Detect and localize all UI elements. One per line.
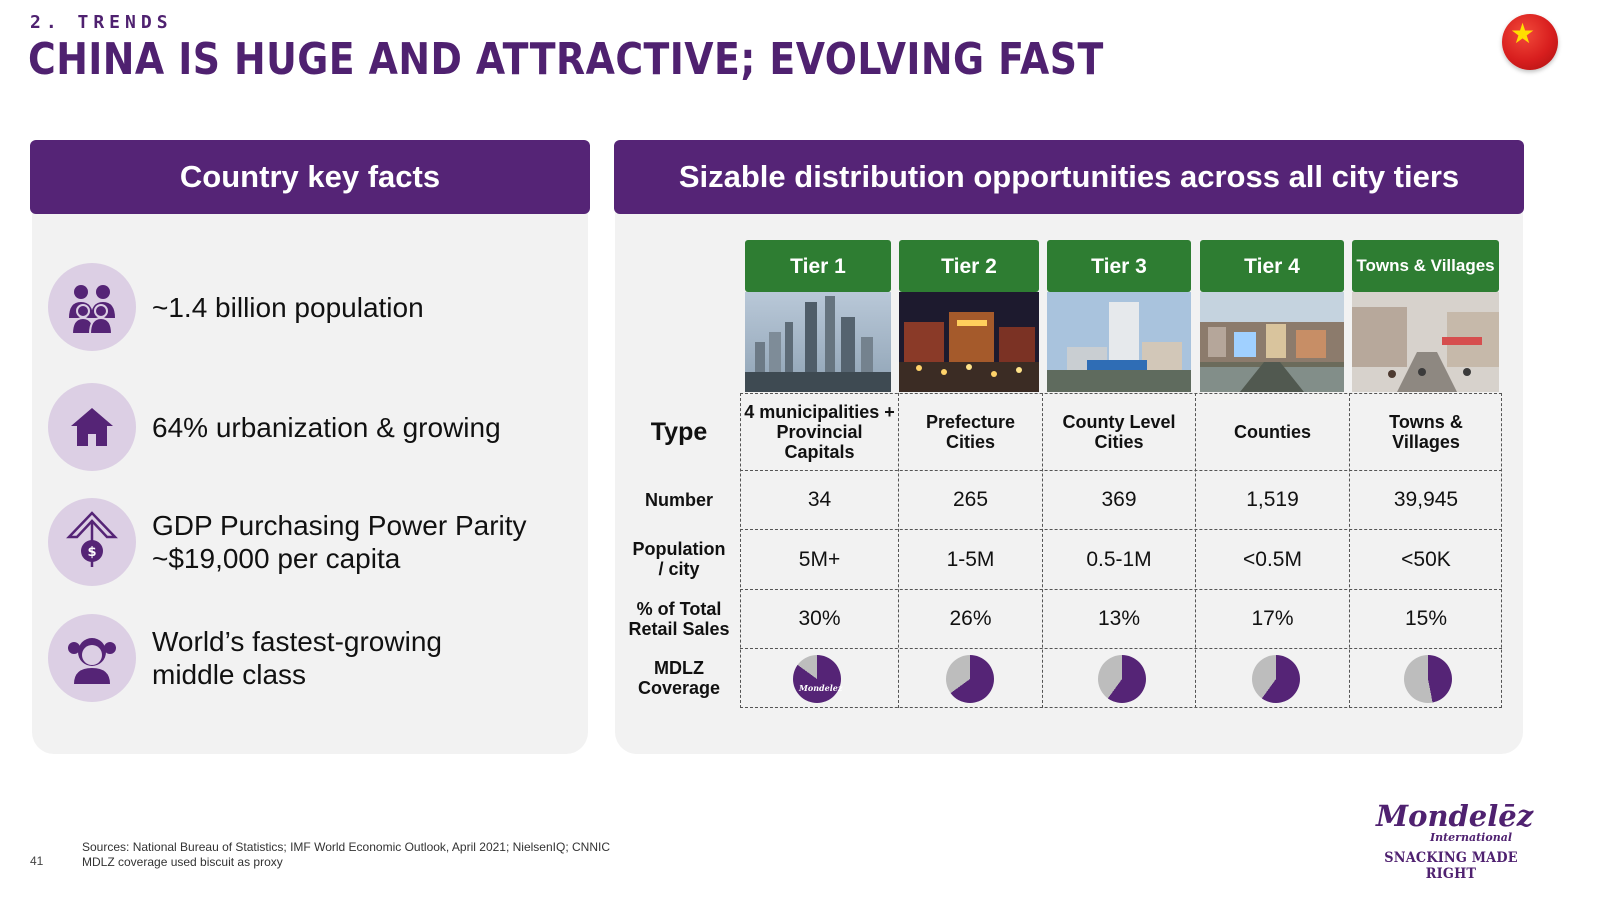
money-growth-icon: $	[48, 498, 136, 586]
china-flag-icon: ★	[1502, 14, 1558, 70]
table-cell: County Level Cities	[1062, 412, 1176, 452]
tier-3-header: Tier 3	[1047, 240, 1191, 292]
table-cell: 5M+	[798, 547, 841, 571]
table-cell: Prefecture Cities	[925, 412, 1016, 452]
table-divider	[740, 470, 1502, 471]
tier-1-header: Tier 1	[745, 240, 891, 292]
fact-gdp: $ GDP Purchasing Power Parity ~$19,000 p…	[48, 498, 532, 586]
logo-tagline: SNACKING MADE RIGHT	[1384, 850, 1518, 882]
tier-4-city-photo	[1200, 292, 1344, 392]
tier-2-header: Tier 2	[899, 240, 1039, 292]
logo-subtitle: International	[1429, 831, 1512, 844]
table-cell: 39,945	[1393, 488, 1459, 511]
table-cell: 1-5M	[946, 547, 995, 571]
tier-1-city-photo	[745, 292, 891, 392]
fact-text: 64% urbanization & growing	[152, 411, 501, 443]
towns-villages-header: Towns & Villages	[1352, 240, 1499, 292]
tier-3-city-photo	[1047, 292, 1191, 392]
row-label-type: Type	[650, 417, 708, 446]
table-cell: <50K	[1401, 547, 1451, 571]
table-cell: Counties	[1233, 422, 1311, 442]
girl-icon	[48, 614, 136, 702]
sources-line: MDLZ coverage used biscuit as proxy	[82, 855, 283, 869]
star-icon: ★	[1510, 17, 1536, 50]
coverage-pie	[1404, 655, 1452, 703]
page-title: CHINA IS HUGE AND ATTRACTIVE; EVOLVING F…	[28, 34, 1104, 85]
table-cell: <0.5M	[1243, 547, 1302, 571]
table-divider	[740, 529, 1502, 530]
sources-note: Sources: National Bureau of Statistics; …	[82, 840, 610, 870]
table-cell: 17%	[1251, 607, 1294, 630]
row-label-population: Population / city	[632, 539, 726, 579]
key-facts-header: Country key facts	[30, 140, 590, 214]
svg-text:$: $	[87, 545, 96, 560]
page-number: 41	[30, 854, 44, 868]
table-cell: 4 municipalities + Provincial Capitals	[744, 402, 895, 462]
table-cell: 34	[807, 488, 832, 511]
coverage-pie	[793, 655, 841, 703]
tiers-table	[740, 393, 1502, 708]
coverage-pie	[1252, 655, 1300, 703]
row-label-retail-sales: % of Total Retail Sales	[628, 598, 730, 639]
house-icon	[48, 383, 136, 471]
table-cell: 1,519	[1246, 488, 1299, 511]
table-cell: 0.5-1M	[1086, 547, 1152, 571]
table-divider	[740, 648, 1502, 649]
row-label-number: Number	[644, 489, 713, 510]
fact-urbanization: 64% urbanization & growing	[48, 383, 532, 471]
table-cell: 15%	[1404, 607, 1448, 630]
fact-text: ~1.4 billion population	[152, 291, 424, 323]
section-kicker: 2. TRENDS	[30, 12, 173, 33]
table-cell: 13%	[1097, 607, 1141, 630]
family-icon	[48, 263, 136, 351]
fact-text: GDP Purchasing Power Parity ~$19,000 per…	[152, 510, 527, 574]
distribution-header: Sizable distribution opportunities acros…	[614, 140, 1524, 214]
table-cell: 30%	[798, 607, 841, 630]
mondelez-logo: Mondelēz International SNACKING MADE RIG…	[1376, 799, 1534, 882]
sources-line: Sources: National Bureau of Statistics; …	[82, 840, 610, 854]
coverage-pie	[1098, 655, 1146, 703]
table-divider	[898, 393, 899, 708]
fact-population: ~1.4 billion population	[48, 263, 532, 351]
towns-villages-photo	[1352, 292, 1499, 392]
table-divider	[1042, 393, 1043, 708]
row-label-coverage: MDLZ Coverage	[637, 658, 721, 698]
table-divider	[740, 589, 1502, 590]
coverage-pie	[946, 655, 994, 703]
table-cell: 26%	[949, 607, 992, 630]
tier-2-city-photo	[899, 292, 1039, 392]
logo-wordmark: Mondelēz	[1376, 799, 1534, 833]
mondelez-logo-icon: Mondelez	[799, 683, 843, 693]
table-divider	[1195, 393, 1196, 708]
table-cell: Towns & Villages	[1389, 412, 1463, 452]
table-divider	[1349, 393, 1350, 708]
fact-text: World’s fastest-growing middle class	[152, 626, 442, 690]
table-cell: 265	[952, 488, 989, 511]
fact-middle-class: World’s fastest-growing middle class	[48, 614, 532, 702]
table-cell: 369	[1101, 488, 1137, 511]
tier-4-header: Tier 4	[1200, 240, 1344, 292]
